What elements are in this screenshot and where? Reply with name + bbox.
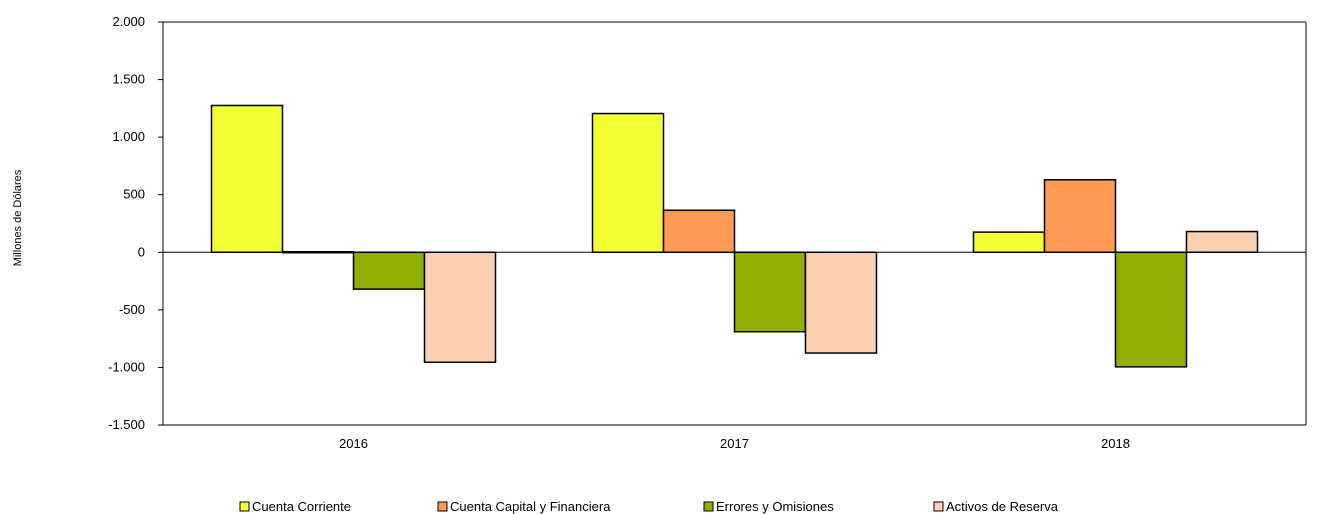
bar-2016-1 [210, 104, 284, 254]
legend-label: Errores y Omisiones [716, 499, 834, 514]
bar-2017-2 [662, 209, 736, 254]
y-tick-label: 500 [123, 187, 145, 202]
bar-2018-2 [1043, 178, 1117, 254]
y-tick-label: 2.000 [112, 14, 145, 29]
y-axis-ticks [158, 21, 163, 426]
bar-2018-1 [972, 231, 1046, 254]
bar-2017-1 [591, 112, 665, 254]
legend-swatch [437, 501, 448, 512]
legend-swatch [933, 501, 944, 512]
legend-label: Cuenta Corriente [252, 499, 351, 514]
y-tick-label: 1.000 [112, 129, 145, 144]
x-tick-label: 2017 [720, 436, 749, 451]
y-tick-label: -500 [119, 302, 145, 317]
legend-swatch [239, 501, 250, 512]
legend-item: Errores y Omisiones [703, 499, 834, 514]
y-tick-label: -1.500 [108, 417, 145, 432]
bars [210, 104, 1259, 368]
x-tick-label: 2018 [1101, 436, 1130, 451]
bar-2017-4 [804, 251, 878, 354]
y-axis-title: Millones de Dólares [12, 169, 24, 266]
bar-2017-3 [733, 251, 807, 333]
legend-label: Cuenta Capital y Financiera [450, 499, 611, 514]
bar-2018-4 [1185, 230, 1259, 254]
legend-item: Activos de Reserva [933, 499, 1059, 514]
x-tick-label: 2016 [339, 436, 368, 451]
x-axis-tick-labels: 2016 2017 2018 [339, 436, 1130, 451]
legend: Cuenta Corriente Cuenta Capital y Financi… [239, 499, 1059, 514]
legend-item: Cuenta Corriente [239, 499, 351, 514]
legend-swatch [703, 501, 714, 512]
legend-item: Cuenta Capital y Financiera [437, 499, 611, 514]
y-tick-label: 1.500 [112, 72, 145, 87]
bar-2018-3 [1114, 251, 1188, 368]
y-tick-label: 0 [138, 244, 145, 259]
legend-label: Activos de Reserva [946, 499, 1059, 514]
bar-2016-3 [352, 251, 426, 290]
y-tick-label: -1.000 [108, 359, 145, 374]
bar-2016-4 [423, 251, 497, 363]
y-axis-tick-labels: 2.000 1.500 1.000 500 0 -500 -1.000 -1.500 [108, 14, 145, 432]
